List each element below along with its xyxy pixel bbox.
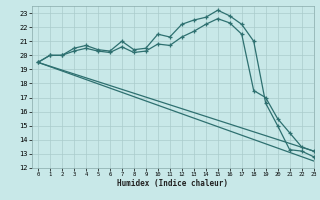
X-axis label: Humidex (Indice chaleur): Humidex (Indice chaleur) [117, 179, 228, 188]
